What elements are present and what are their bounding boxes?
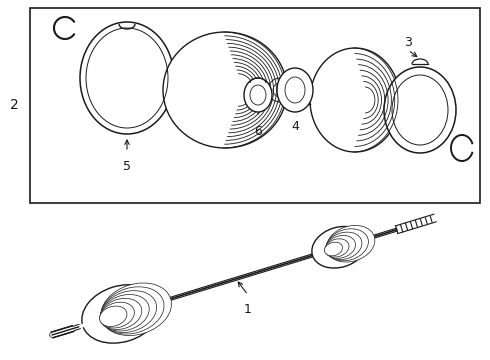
Ellipse shape xyxy=(100,294,149,331)
Ellipse shape xyxy=(101,283,172,336)
Ellipse shape xyxy=(244,78,272,112)
Text: 4: 4 xyxy=(291,120,299,133)
Text: 3: 3 xyxy=(404,36,412,49)
Bar xyxy=(30,8,480,203)
Text: 1: 1 xyxy=(244,303,252,316)
Ellipse shape xyxy=(327,225,375,262)
Ellipse shape xyxy=(326,229,368,261)
Ellipse shape xyxy=(324,242,343,256)
Ellipse shape xyxy=(325,239,349,257)
Ellipse shape xyxy=(100,302,134,328)
Ellipse shape xyxy=(100,291,157,333)
Ellipse shape xyxy=(99,306,127,327)
Text: 5: 5 xyxy=(123,160,131,173)
Ellipse shape xyxy=(100,298,142,329)
Ellipse shape xyxy=(101,287,164,334)
Ellipse shape xyxy=(325,235,355,258)
Ellipse shape xyxy=(163,32,287,148)
Ellipse shape xyxy=(384,67,456,153)
Ellipse shape xyxy=(277,68,313,112)
Ellipse shape xyxy=(80,22,174,134)
Text: 2: 2 xyxy=(10,98,19,112)
Ellipse shape xyxy=(312,226,367,268)
Ellipse shape xyxy=(310,48,400,152)
Ellipse shape xyxy=(326,232,362,260)
Ellipse shape xyxy=(82,285,160,343)
Text: 6: 6 xyxy=(254,125,262,138)
